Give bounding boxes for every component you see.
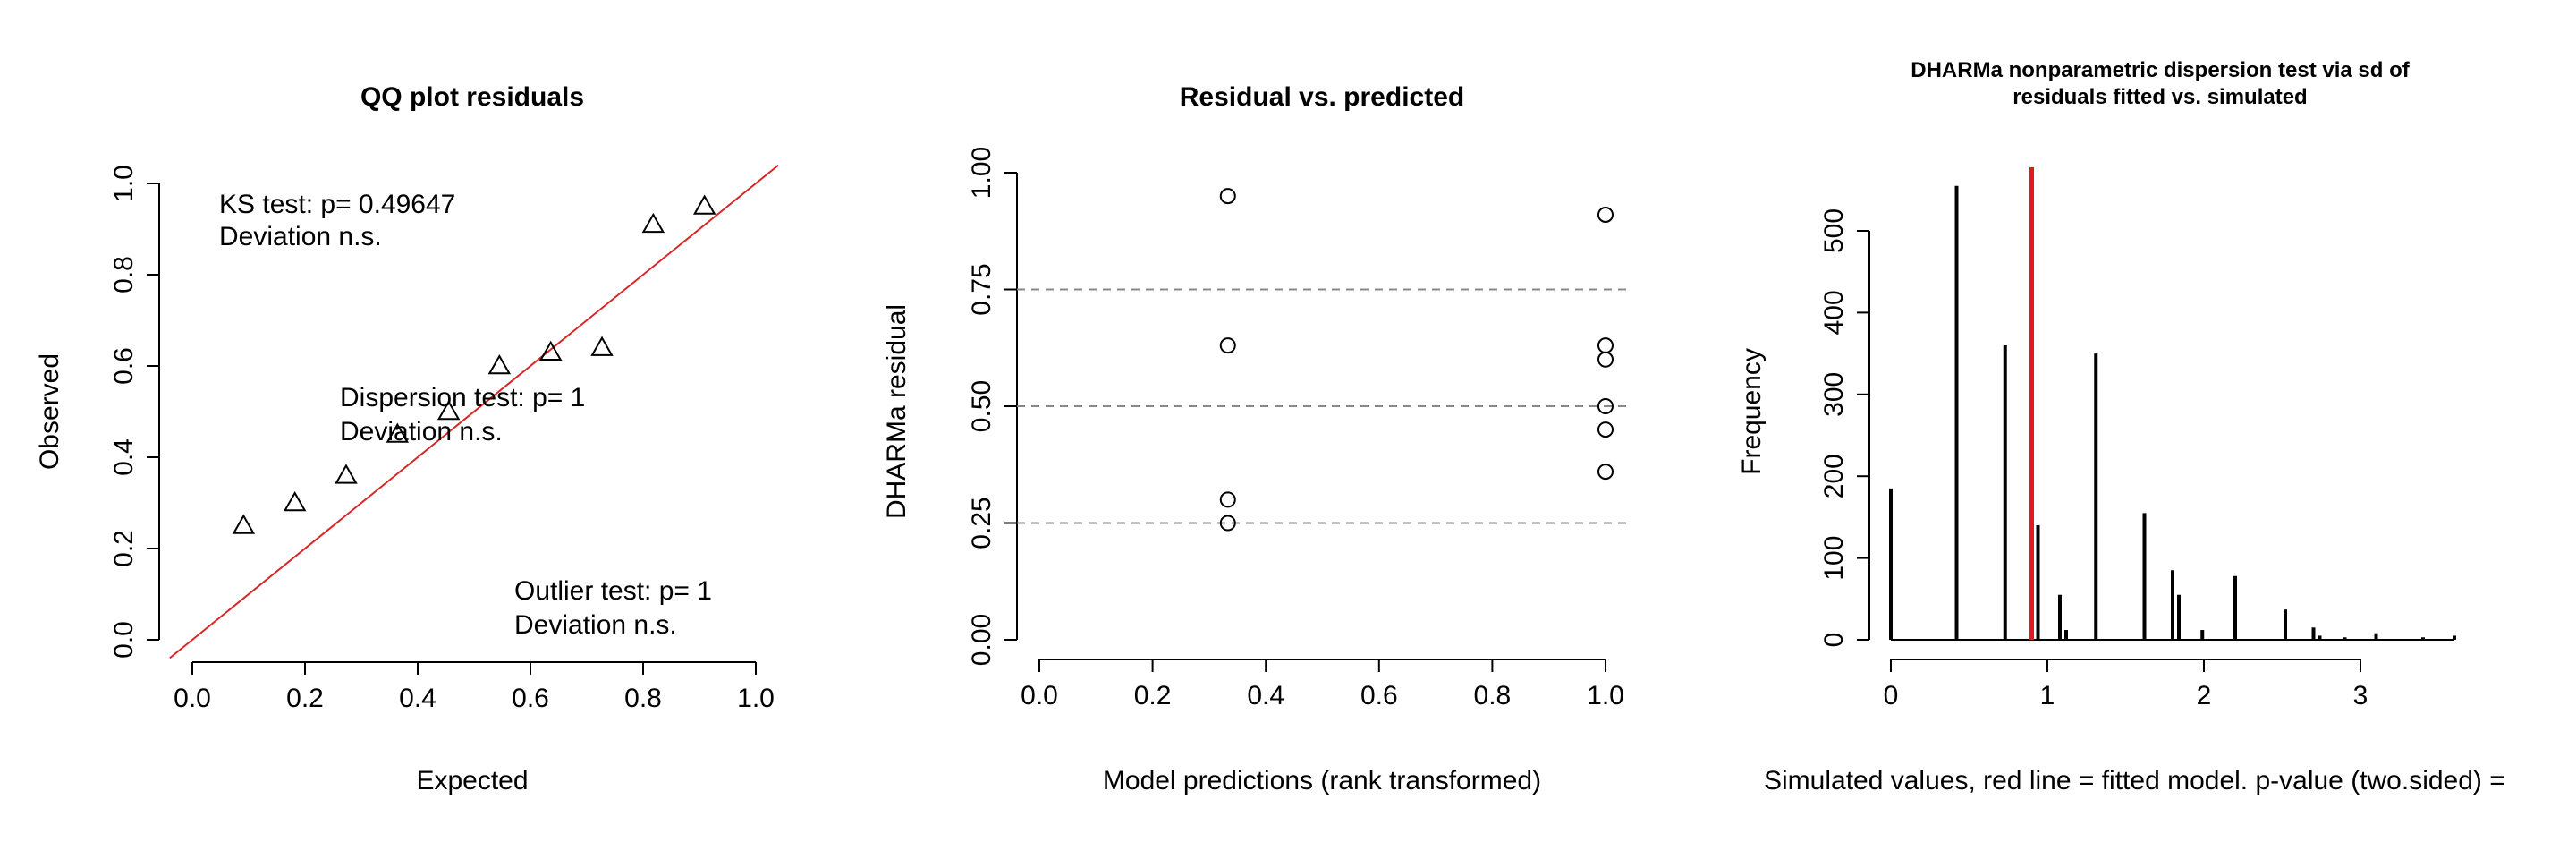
residual-ylabel: DHARMa residual (882, 304, 911, 519)
qq-point (335, 464, 358, 484)
qq-x-tick-label: 0.4 (399, 684, 436, 713)
qq-ks-test-line1: KS test: p= 0.49647 (219, 190, 455, 219)
qq-ks-test-line2: Deviation n.s. (219, 222, 382, 251)
dispersion-title-line2: residuals fitted vs. simulated (2012, 85, 2307, 109)
dispersion-xlabel: Simulated values, red line = fitted mode… (1764, 766, 2505, 795)
residual-y-tick-label: 1.00 (967, 147, 996, 199)
qq-point (641, 212, 665, 234)
dispersion-y-tick-label: 200 (1819, 454, 1849, 498)
residual-point (1219, 491, 1236, 508)
residual-point (1597, 337, 1614, 354)
qq-x-tick-label: 0.6 (512, 684, 549, 713)
residual-point (1597, 398, 1614, 414)
dispersion-title-line1: DHARMa nonparametric dispersion test via… (1911, 58, 2410, 82)
dispersion-ylabel: Frequency (1737, 348, 1767, 475)
residual-point (1219, 337, 1236, 354)
residual-plot-area: 0.0 0.2 0.4 0.6 0.8 1.0 0.00 0.25 0.50 0.75 1.00 (967, 147, 1628, 710)
qq-point (487, 353, 512, 375)
dispersion-plot-area: 0 1 2 3 0 100 200 300 400 500 (1819, 167, 2456, 710)
residual-point (1219, 188, 1236, 205)
qq-point (386, 422, 410, 443)
qq-outlier-test-line1: Outlier test: p= 1 (514, 576, 712, 606)
residual-y-tick-label: 0.50 (967, 380, 996, 432)
residual-x-tick-label: 0.4 (1247, 681, 1284, 710)
qq-x-tick-label: 0.2 (286, 684, 324, 713)
residual-panel: Residual vs. predicted 0.0 0.2 0.4 0.6 0.8 1.… (882, 82, 1628, 795)
residual-point (1597, 464, 1614, 481)
dispersion-panel: DHARMa nonparametric dispersion test via… (1737, 58, 2505, 795)
dispersion-x-tick-label: 1 (2040, 681, 2055, 710)
qq-point (538, 340, 563, 361)
residual-point (1219, 515, 1236, 532)
qq-point (692, 194, 716, 215)
qq-outlier-test-line2: Deviation n.s. (514, 610, 677, 640)
qq-y-tick-label: 1.0 (109, 165, 139, 202)
residual-x-tick-label: 0.6 (1360, 681, 1398, 710)
dispersion-y-tick-label: 400 (1819, 290, 1849, 335)
qq-point (283, 490, 307, 512)
qq-xlabel: Expected (416, 766, 528, 795)
residual-x-tick-label: 0.8 (1474, 681, 1512, 710)
qq-x-tick-label: 0.8 (624, 684, 662, 713)
qq-dispersion-test-line2: Deviation n.s. (340, 417, 503, 447)
dispersion-y-tick-label: 300 (1819, 372, 1849, 417)
qq-y-tick-label: 0.2 (109, 530, 139, 567)
residual-x-tick-label: 0.2 (1134, 681, 1172, 710)
qq-point (590, 336, 614, 356)
residual-point (1597, 206, 1614, 223)
dispersion-x-tick-label: 2 (2197, 681, 2212, 710)
dispersion-x-tick-label: 3 (2353, 681, 2368, 710)
qq-dispersion-test-line1: Dispersion test: p= 1 (340, 383, 585, 412)
qq-panel: QQ plot residuals 0.0 0.2 0.4 0.6 0.8 1.00.00… (35, 82, 779, 795)
residual-y-tick-label: 0.75 (967, 263, 996, 315)
dispersion-y-tick-label: 500 (1819, 208, 1849, 253)
qq-ylabel: Observed (35, 353, 64, 470)
qq-y-tick-label: 0.8 (109, 256, 139, 293)
residual-title: Residual vs. predicted (1180, 82, 1464, 112)
qq-plot-area: 0.0 0.2 0.4 0.6 0.8 1.0 0.0 0.2 0.4 0.6 0.8 1.0 (109, 164, 779, 713)
residual-xlabel: Model predictions (rank transformed) (1103, 766, 1541, 795)
dispersion-y-tick-label: 0 (1819, 633, 1849, 648)
dispersion-y-tick-label: 100 (1819, 536, 1849, 581)
residual-y-tick-label: 0.25 (967, 497, 996, 549)
residual-y-tick-label: 0.00 (967, 614, 996, 666)
residual-x-tick-label: 0.0 (1021, 681, 1058, 710)
qq-point (436, 399, 461, 421)
qq-y-tick-label: 0.4 (109, 438, 139, 476)
residual-point (1597, 421, 1614, 438)
dispersion-x-tick-label: 0 (1884, 681, 1899, 710)
qq-y-tick-label: 0.6 (109, 347, 139, 385)
qq-point (232, 514, 256, 534)
residual-x-tick-label: 1.0 (1587, 681, 1624, 710)
qq-y-tick-label: 0.0 (109, 621, 139, 659)
qq-reference-line (169, 164, 779, 659)
residual-point (1597, 351, 1614, 368)
qq-title: QQ plot residuals (360, 82, 584, 112)
qq-x-tick-label: 0.0 (174, 684, 211, 713)
qq-x-tick-label: 1.0 (737, 684, 775, 713)
